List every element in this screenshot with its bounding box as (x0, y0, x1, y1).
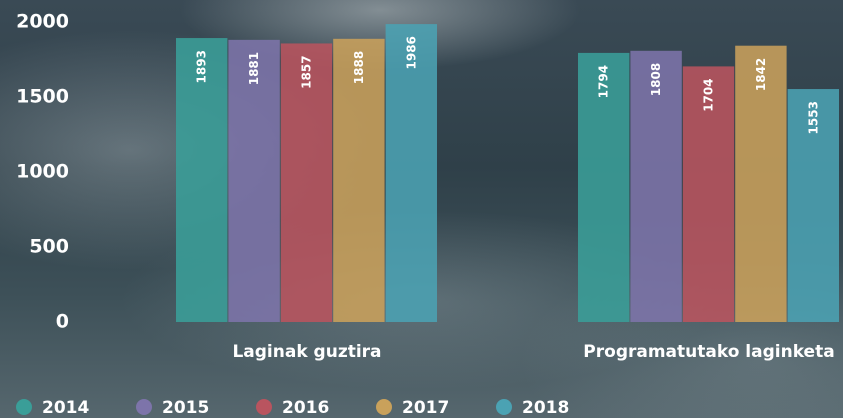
y-tick-label: 500 (29, 236, 69, 258)
bar (385, 24, 437, 322)
value-label: 1857 (300, 55, 314, 88)
legend-label: 2014 (42, 398, 89, 418)
bar (578, 52, 630, 323)
bar (280, 43, 333, 322)
bar (630, 50, 682, 323)
x-tick-label: Laginak guztira (232, 342, 381, 362)
legend-marker (16, 399, 32, 415)
value-label: 1794 (597, 65, 611, 98)
y-tick-label: 0 (56, 311, 69, 333)
x-tick-label: Programatutako laginketa (583, 342, 834, 362)
legend-label: 2015 (162, 398, 209, 418)
y-tick-label: 1000 (16, 161, 69, 183)
value-label: 1881 (247, 52, 261, 85)
value-label: 1893 (195, 50, 209, 83)
legend-label: 2018 (522, 398, 569, 418)
legend-marker (256, 399, 272, 415)
y-tick-label: 2000 (16, 11, 69, 33)
value-label: 1842 (754, 58, 768, 91)
legend-label: 2016 (282, 398, 329, 418)
bar (228, 39, 280, 322)
legend-marker (376, 399, 392, 415)
y-tick-label: 1500 (16, 86, 69, 108)
bar (176, 38, 228, 323)
bar (787, 89, 839, 322)
value-label: 1986 (404, 36, 418, 69)
bar (333, 38, 385, 323)
legend-marker (136, 399, 152, 415)
bar (735, 45, 787, 322)
value-label: 1808 (649, 63, 663, 96)
legend-label: 2017 (402, 398, 449, 418)
bar (682, 66, 735, 323)
value-label: 1553 (806, 101, 820, 134)
value-label: 1888 (352, 51, 366, 84)
value-label: 1704 (702, 78, 716, 111)
legend-marker (496, 399, 512, 415)
